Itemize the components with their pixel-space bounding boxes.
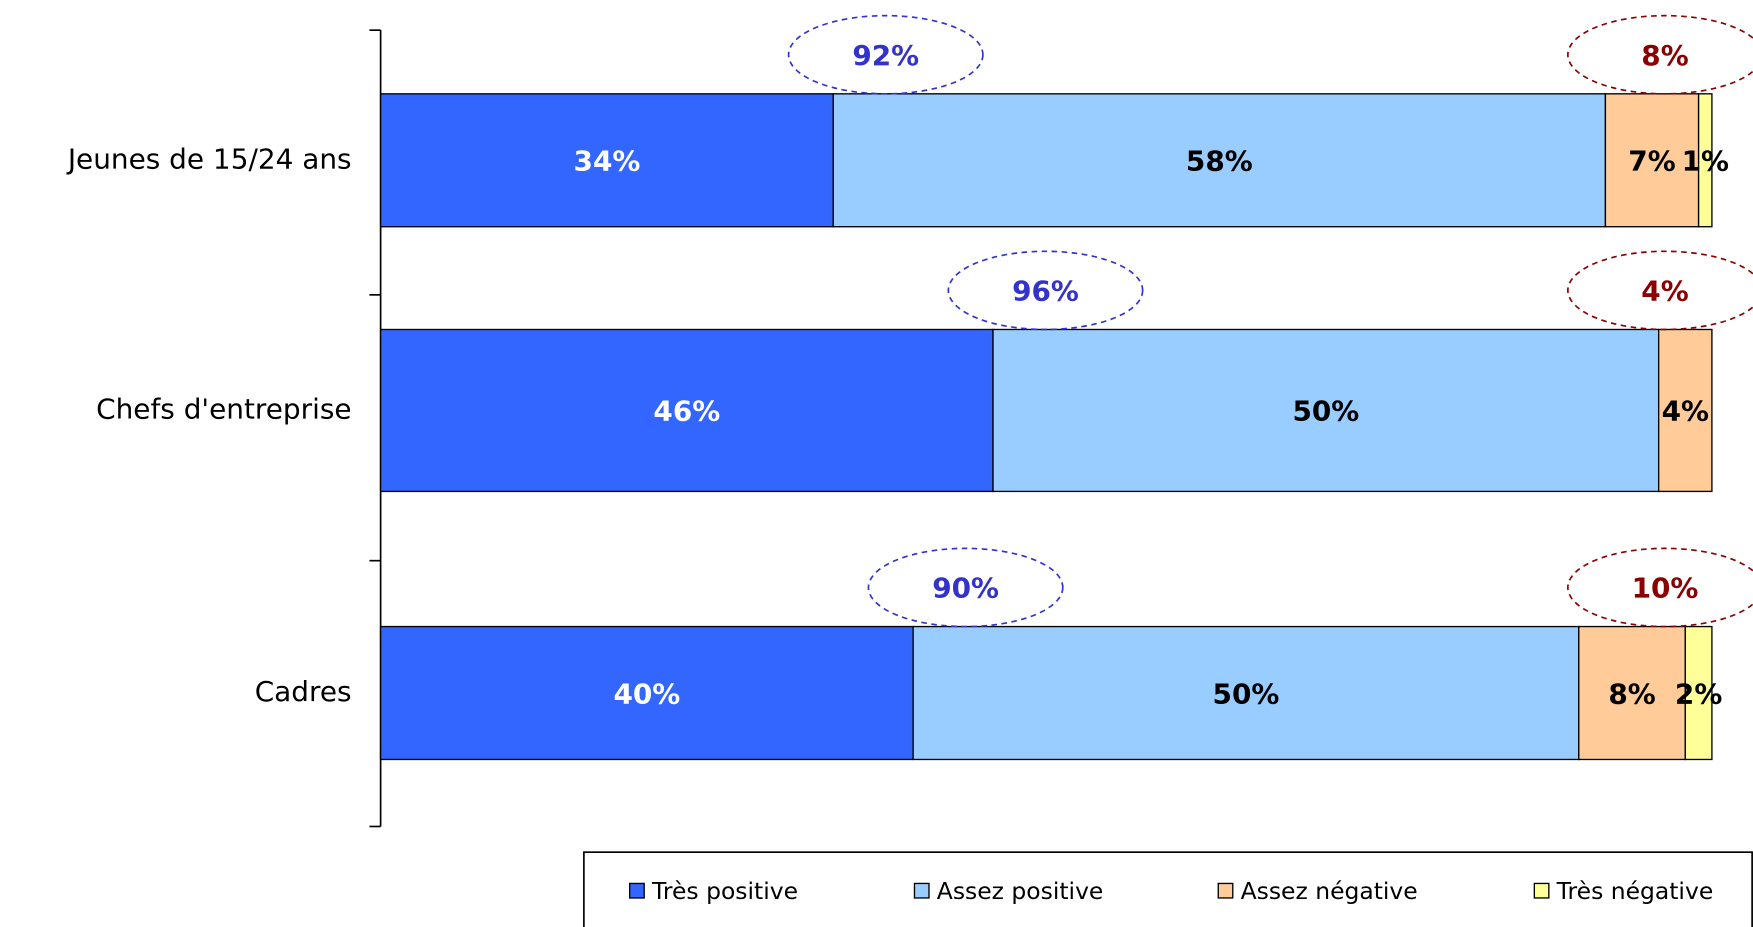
annotation-ellipse [787, 14, 984, 95]
bar-segment [1684, 625, 1713, 761]
annotation-ellipse [947, 250, 1144, 331]
negative-total: 8% [1641, 39, 1688, 72]
bar-segment [379, 328, 994, 493]
negative-total: 4% [1641, 275, 1688, 308]
data-label: 58% [1186, 145, 1253, 178]
category-label: Chefs d'entreprise [96, 392, 351, 425]
data-label: 8% [1608, 677, 1655, 710]
data-label: 2% [1675, 677, 1722, 710]
legend-label: Très négative [1556, 877, 1714, 905]
legend-swatch [913, 882, 930, 899]
positive-total: 96% [1012, 275, 1079, 308]
data-label: 50% [1292, 395, 1359, 428]
data-label: 1% [1682, 145, 1729, 178]
positive-total: 90% [932, 572, 999, 605]
data-label: 50% [1213, 677, 1280, 710]
legend-label: Assez négative [1241, 877, 1418, 905]
bar-segment [832, 93, 1607, 228]
annotation-ellipse [1567, 14, 1753, 95]
legend-swatch [629, 882, 645, 899]
data-label: 34% [574, 145, 641, 178]
legend-label: Très positive [651, 877, 798, 905]
bar-segment [992, 328, 1660, 493]
bar-segment [379, 625, 914, 761]
data-label: 7% [1628, 145, 1675, 178]
bar-segment [1697, 93, 1713, 228]
category-axis [369, 29, 382, 828]
legend-box [583, 851, 1753, 927]
legend-swatch [1533, 882, 1550, 899]
category-label: Jeunes de 15/24 ans [66, 142, 352, 175]
annotation-ellipse [1567, 547, 1753, 628]
data-label: 40% [613, 677, 680, 710]
category-label: Cadres [255, 675, 352, 708]
legend-swatch [1217, 882, 1234, 899]
annotation-ellipse [1567, 250, 1753, 331]
bar-segment [1578, 625, 1686, 761]
negative-total: 10% [1632, 572, 1699, 605]
data-label: 4% [1662, 395, 1709, 428]
legend-label: Assez positive [937, 877, 1104, 905]
bar-segment [1604, 93, 1700, 228]
positive-total: 92% [852, 39, 919, 72]
data-label: 46% [653, 395, 720, 428]
bar-segment [1657, 328, 1713, 493]
annotation-ellipse [867, 547, 1064, 628]
